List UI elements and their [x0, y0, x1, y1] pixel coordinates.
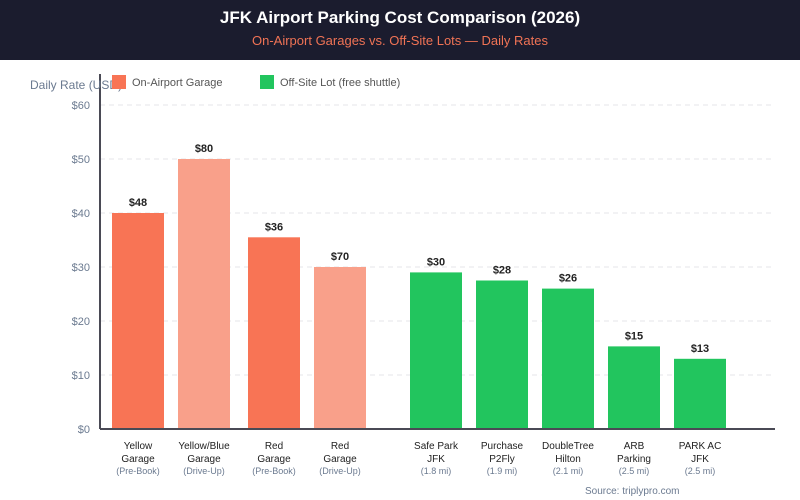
x-tick-label: Garage: [187, 454, 221, 465]
bar-value-label: $15: [625, 330, 643, 342]
y-tick-label: $20: [72, 316, 90, 328]
x-tick-note: (1.9 mi): [487, 466, 518, 476]
y-axis-label: Daily Rate (USD): [30, 78, 122, 92]
x-tick-label: PARK AC: [679, 441, 722, 452]
x-tick-label: Garage: [121, 454, 155, 465]
bar-value-label: $26: [559, 273, 577, 285]
bar-value-label: $36: [265, 221, 283, 233]
x-tick-note: (2.5 mi): [685, 466, 716, 476]
x-tick-note: (Drive-Up): [183, 466, 225, 476]
bar: [112, 213, 164, 429]
x-tick-label: Parking: [617, 454, 651, 465]
chart-title: JFK Airport Parking Cost Comparison (202…: [219, 8, 581, 27]
bar: [314, 267, 366, 429]
x-tick-label: Garage: [257, 454, 291, 465]
bar: [608, 346, 660, 429]
x-tick-label: Red: [331, 441, 349, 452]
x-tick-note: (Drive-Up): [319, 466, 361, 476]
x-tick-label: Safe Park: [414, 441, 459, 452]
y-tick-label: $30: [72, 262, 90, 274]
bar: [410, 272, 462, 429]
x-tick-note: (2.5 mi): [619, 466, 650, 476]
y-tick-label: $60: [72, 100, 90, 112]
x-tick-note: (Pre-Book): [116, 466, 160, 476]
chart-header: JFK Airport Parking Cost Comparison (202…: [0, 0, 800, 60]
x-tick-label: Yellow/Blue: [178, 441, 230, 452]
x-tick-label: Purchase: [481, 441, 524, 452]
bar: [248, 237, 300, 429]
x-tick-label: ARB: [624, 441, 645, 452]
x-tick-note: (1.8 mi): [421, 466, 452, 476]
bar-value-label: $28: [493, 265, 511, 277]
legend-swatch: [112, 75, 126, 89]
y-tick-label: $50: [72, 154, 90, 166]
y-tick-label: $0: [78, 424, 90, 436]
bar: [542, 288, 594, 429]
y-tick-label: $10: [72, 370, 90, 382]
x-tick-label: Red: [265, 441, 283, 452]
source-note: Source: triplypro.com: [585, 486, 680, 497]
x-tick-label: JFK: [691, 454, 709, 465]
legend-label: On-Airport Garage: [132, 77, 222, 89]
bar-value-label: $70: [331, 251, 349, 263]
x-tick-label: DoubleTree: [542, 441, 594, 452]
x-tick-label: Garage: [323, 454, 357, 465]
bar-value-label: $13: [691, 343, 709, 355]
x-tick-note: (2.1 mi): [553, 466, 584, 476]
x-tick-label: JFK: [427, 454, 445, 465]
chart-subtitle: On-Airport Garages vs. Off-Site Lots — D…: [252, 33, 548, 48]
x-tick-note: (Pre-Book): [252, 466, 296, 476]
x-tick-label: Yellow: [124, 441, 153, 452]
bar-value-label: $48: [129, 197, 147, 209]
legend-label: Off-Site Lot (free shuttle): [280, 77, 400, 89]
bar-chart: $0$10$20$30$40$50$60$48YellowGarage(Pre-…: [30, 74, 775, 476]
x-tick-label: Hilton: [555, 454, 581, 465]
bar: [674, 358, 726, 429]
y-tick-label: $40: [72, 208, 90, 220]
bar: [476, 280, 528, 429]
x-tick-label: P2Fly: [489, 454, 515, 465]
legend-swatch: [260, 75, 274, 89]
bar: [178, 159, 230, 429]
bar-value-label: $80: [195, 143, 213, 155]
bar-value-label: $30: [427, 256, 445, 268]
